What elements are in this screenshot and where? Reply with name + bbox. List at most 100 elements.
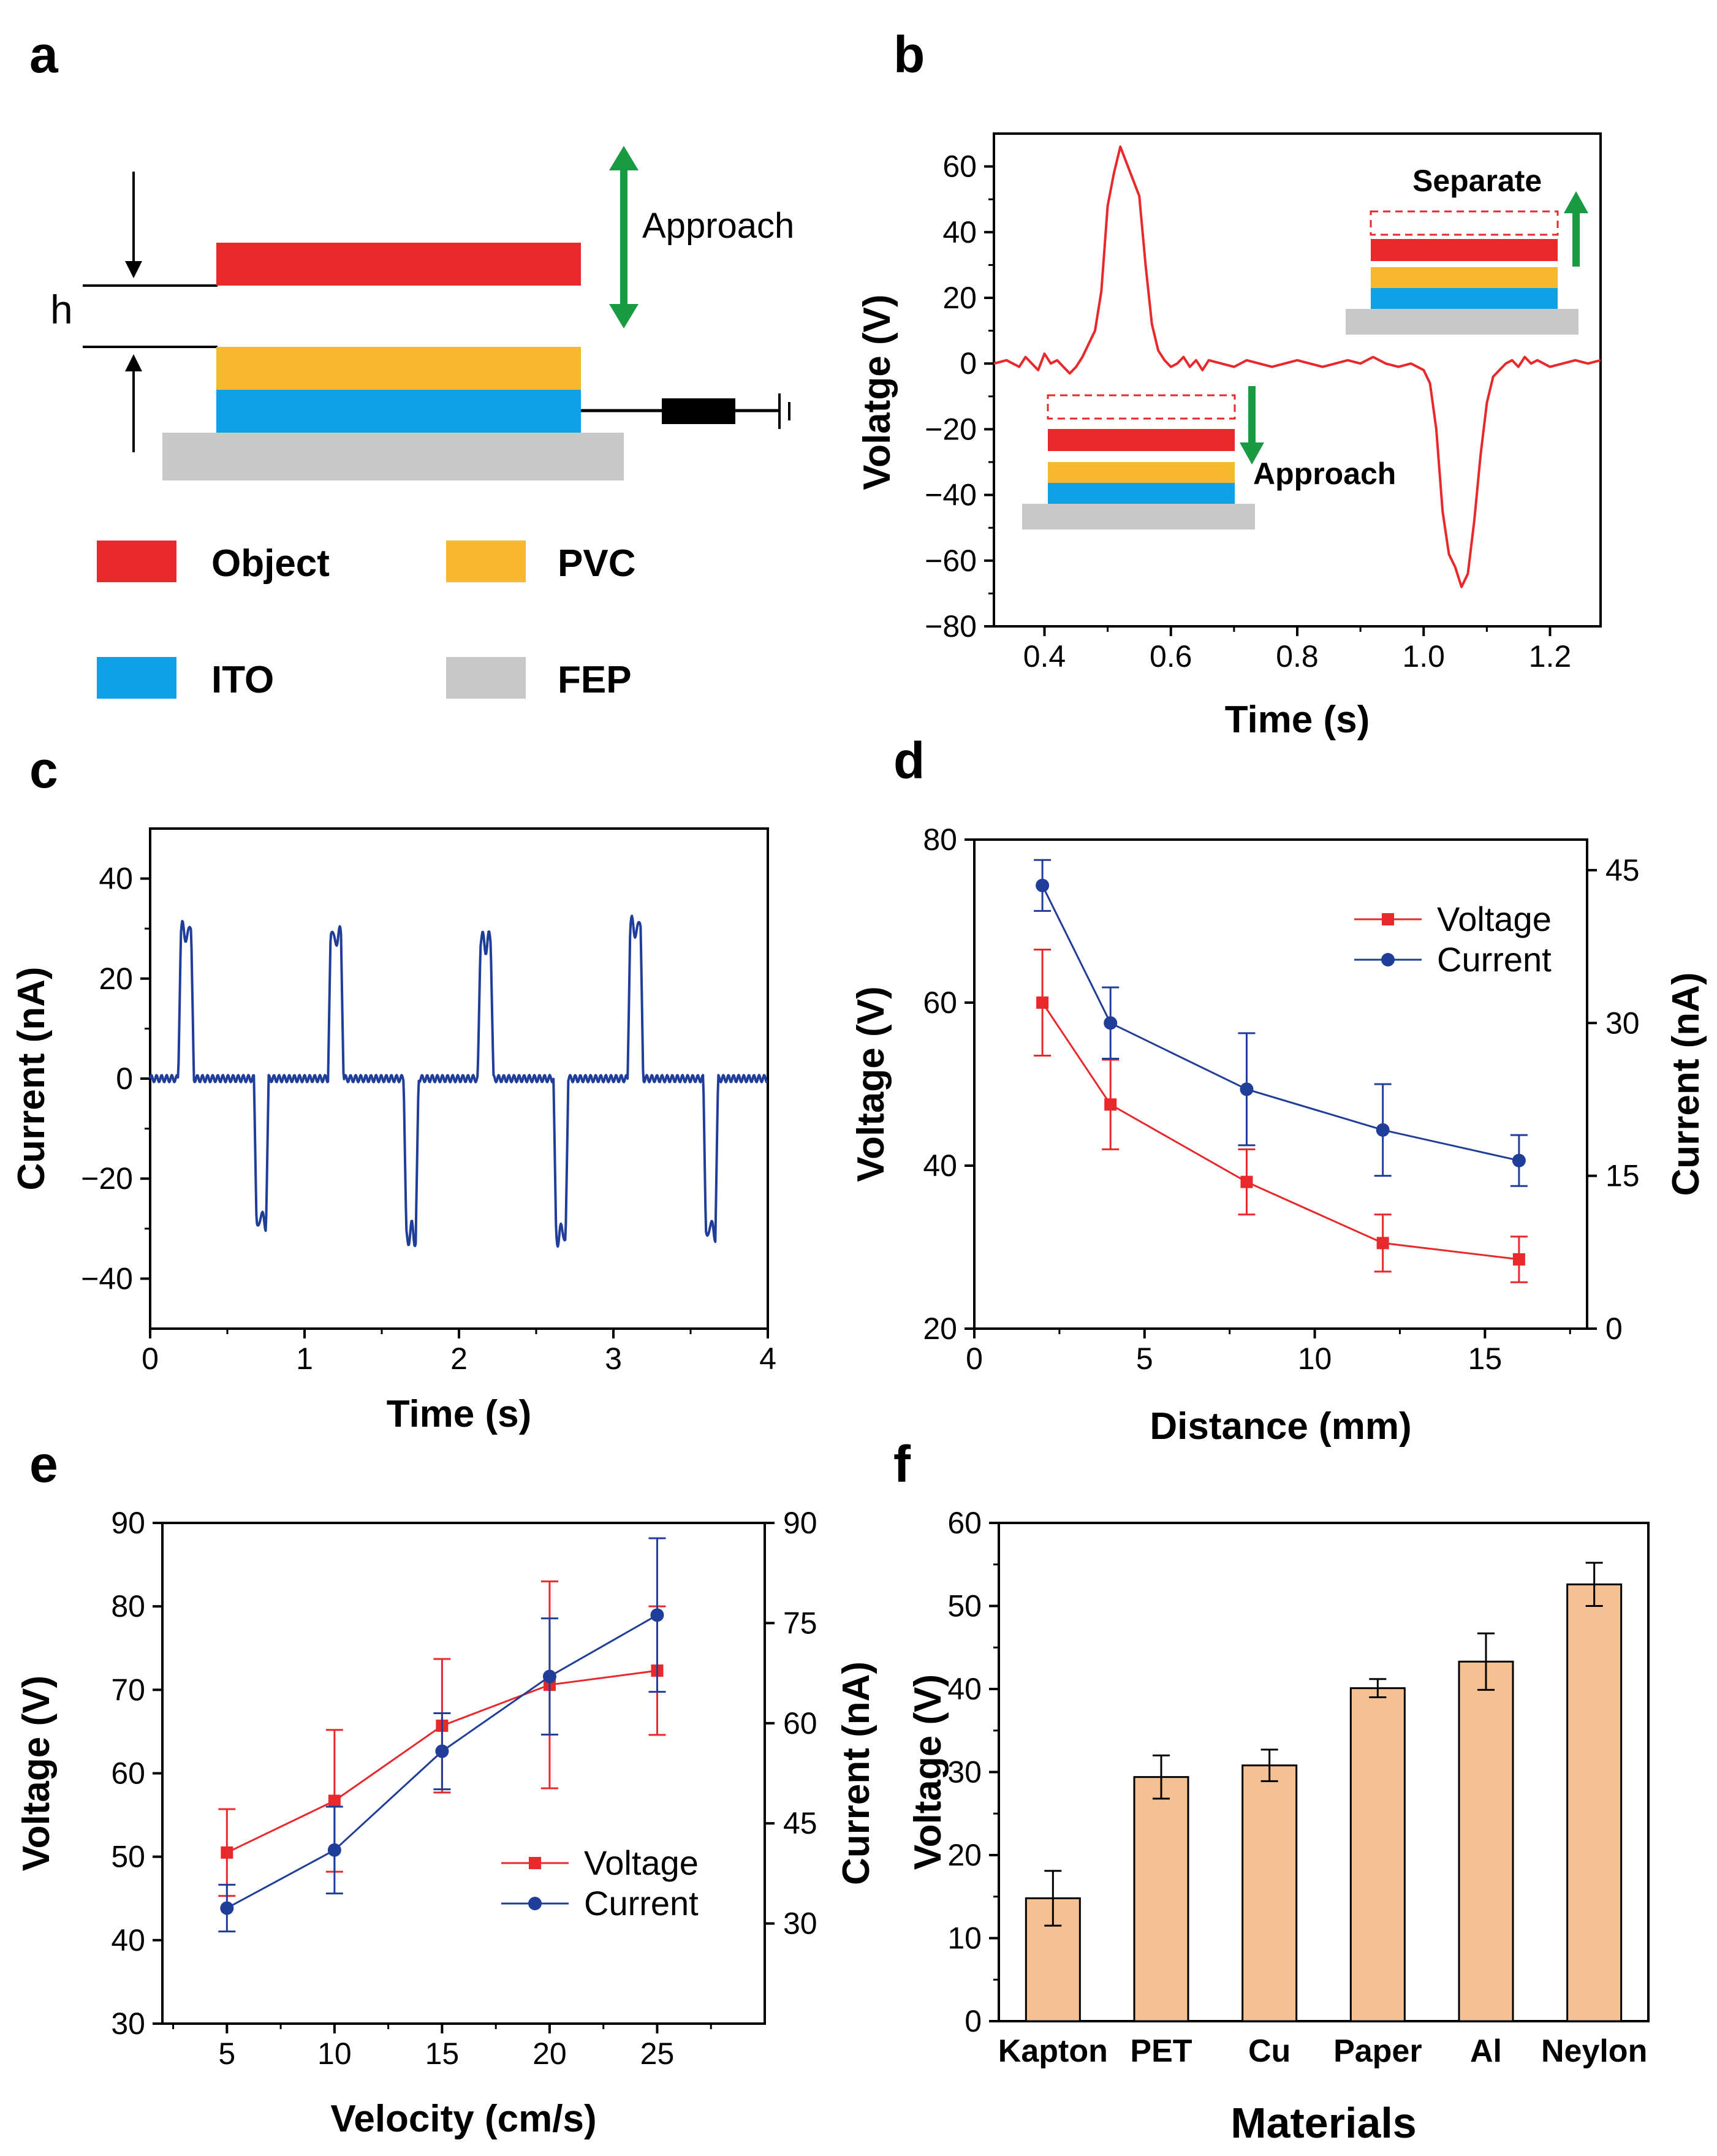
point-voltage-d bbox=[1104, 1098, 1117, 1111]
point-current-e bbox=[327, 1843, 341, 1857]
y2-tick-label-d: 15 bbox=[1605, 1159, 1640, 1193]
x-tick-label-b: 1.2 bbox=[1529, 639, 1572, 674]
legend-marker-e bbox=[528, 1897, 542, 1910]
legend-pvc: PVC bbox=[558, 542, 635, 585]
point-voltage-d bbox=[1240, 1175, 1253, 1188]
y-tick-label-b: 40 bbox=[942, 215, 977, 249]
inset-pvc-layer bbox=[1371, 267, 1558, 288]
y-tick-label-c: 20 bbox=[99, 962, 133, 996]
legend-marker-d bbox=[1381, 953, 1395, 966]
y-tick-label-e: 70 bbox=[111, 1672, 145, 1707]
legend-label-current-e: Current bbox=[584, 1884, 699, 1923]
point-current-e bbox=[220, 1901, 234, 1915]
y-tick-label-e: 80 bbox=[111, 1589, 145, 1623]
x-tick-label-e: 25 bbox=[640, 2036, 675, 2071]
y-tick-label-d: 20 bbox=[923, 1311, 957, 1346]
y2-tick-label-d: 30 bbox=[1605, 1006, 1640, 1040]
voltage-trace-b bbox=[993, 145, 1601, 588]
x-axis-title-e: Velocity (cm/s) bbox=[330, 2098, 596, 2140]
point-voltage-d bbox=[1036, 996, 1049, 1009]
plot-frame-d bbox=[973, 838, 1588, 1330]
panel-a: a h Approach Object PVC ITO FEP bbox=[29, 26, 794, 701]
legend-ito: ITO bbox=[211, 659, 274, 701]
y2-tick-label-d: 0 bbox=[1605, 1311, 1623, 1346]
inset2-fep-layer bbox=[1022, 504, 1255, 530]
inset-fep-layer bbox=[1346, 309, 1579, 335]
bar-neylon bbox=[1566, 1583, 1623, 2022]
x-tick-label-d: 10 bbox=[1298, 1342, 1332, 1376]
point-current-e bbox=[650, 1608, 664, 1622]
x-tick-label-e: 15 bbox=[425, 2036, 460, 2071]
y-axis-title-c: Current (nA) bbox=[10, 966, 53, 1190]
separate-label: Separate bbox=[1412, 164, 1542, 198]
point-current-d bbox=[1036, 878, 1050, 892]
point-voltage-e bbox=[328, 1794, 341, 1807]
material-legend: Object PVC ITO FEP bbox=[97, 541, 635, 701]
legend-marker-d bbox=[1382, 913, 1394, 925]
y2-axis-title-d: Current (nA) bbox=[1665, 972, 1707, 1196]
x-tick-label-b: 0.6 bbox=[1150, 639, 1192, 674]
ito-layer bbox=[216, 390, 581, 433]
y-tick-label-b: 0 bbox=[960, 346, 977, 381]
panel-b: b 0.4 0.6 0.8 1.0 1.2 −80 −60 −40 −20 0 20 40 60 Time… bbox=[856, 26, 1602, 741]
y-tick-label-f: 20 bbox=[947, 1838, 982, 1872]
approach-arrow-icon bbox=[1240, 386, 1264, 465]
object-layer bbox=[216, 243, 581, 286]
plot-frame-e bbox=[161, 1522, 766, 2025]
y-tick-label-d: 80 bbox=[923, 822, 957, 857]
y2-tick-label-d: 45 bbox=[1605, 853, 1640, 887]
legend-swatch-pvc bbox=[446, 541, 526, 582]
panel-e-label: e bbox=[29, 1435, 58, 1493]
resistor-icon bbox=[662, 398, 735, 424]
legend-swatch-ito bbox=[97, 657, 176, 699]
y2-tick-label-e: 30 bbox=[783, 1907, 817, 1941]
y2-axis-title-e: Current (nA) bbox=[835, 1661, 877, 1885]
dashed-object-outline-2 bbox=[1047, 394, 1236, 420]
point-voltage-d bbox=[1512, 1253, 1525, 1266]
y-tick-label-f: 30 bbox=[947, 1755, 982, 1790]
point-voltage-e bbox=[221, 1846, 233, 1859]
y-axis-title-b: Volatge (V) bbox=[856, 294, 898, 490]
y-axis-title-d: Voltage (V) bbox=[850, 986, 892, 1182]
pvc-layer bbox=[216, 347, 581, 390]
x-tick-label-e: 5 bbox=[218, 2036, 235, 2071]
y-tick-label-c: −20 bbox=[81, 1161, 133, 1196]
legend-label-current-d: Current bbox=[1437, 940, 1552, 979]
legend-label-voltage-e: Voltage bbox=[584, 1843, 699, 1882]
point-current-d bbox=[1512, 1153, 1526, 1167]
y-axis-title-f: Voltage (V) bbox=[907, 1674, 949, 1870]
bar-al bbox=[1458, 1660, 1514, 2022]
x-axis-title-c: Time (s) bbox=[387, 1393, 532, 1435]
y2-tick-label-e: 45 bbox=[783, 1806, 817, 1840]
y-tick-label-b: −80 bbox=[925, 609, 977, 643]
plot-frame-f bbox=[998, 1522, 1650, 2022]
panel-e: e 5 10 15 20 25 30 40 50 60 70 80 90 30 45 60 75 90 Volta… bbox=[15, 1435, 877, 2140]
series-line-voltage-d bbox=[1041, 1002, 1520, 1261]
y-tick-label-f: 50 bbox=[947, 1589, 982, 1623]
y-axis-title-e: Voltage (V) bbox=[15, 1676, 58, 1871]
category-label-neylon: Neylon bbox=[1541, 2033, 1647, 2069]
x-tick-label-e: 10 bbox=[317, 2036, 352, 2071]
point-current-e bbox=[435, 1744, 449, 1758]
y-tick-label-c: 0 bbox=[116, 1061, 133, 1096]
approach-label-b: Approach bbox=[1253, 457, 1396, 491]
point-current-d bbox=[1376, 1123, 1390, 1137]
panel-b-label: b bbox=[893, 26, 925, 83]
y-tick-label-e: 30 bbox=[111, 2006, 145, 2041]
x-tick-label-c: 1 bbox=[296, 1342, 313, 1376]
y2-tick-label-e: 60 bbox=[783, 1706, 817, 1740]
inset2-pvc-layer bbox=[1048, 462, 1235, 483]
legend-object: Object bbox=[211, 542, 330, 585]
chart-f: 0 10 20 30 40 50 60 Kapton PET Cu Paper Al Neylon Mat… bbox=[907, 1506, 1650, 2147]
y-tick-label-c: −40 bbox=[81, 1261, 133, 1296]
bar-paper bbox=[1349, 1687, 1406, 2022]
x-tick-label-d: 5 bbox=[1136, 1342, 1153, 1376]
y2-tick-label-e: 75 bbox=[783, 1606, 817, 1640]
x-tick-label-c: 2 bbox=[450, 1342, 468, 1376]
panel-d-label: d bbox=[893, 732, 925, 789]
plot-frame-b bbox=[993, 132, 1602, 628]
inset2-object-layer bbox=[1048, 429, 1235, 451]
approach-label-a: Approach bbox=[642, 206, 794, 246]
legend-swatch-object bbox=[97, 541, 176, 582]
